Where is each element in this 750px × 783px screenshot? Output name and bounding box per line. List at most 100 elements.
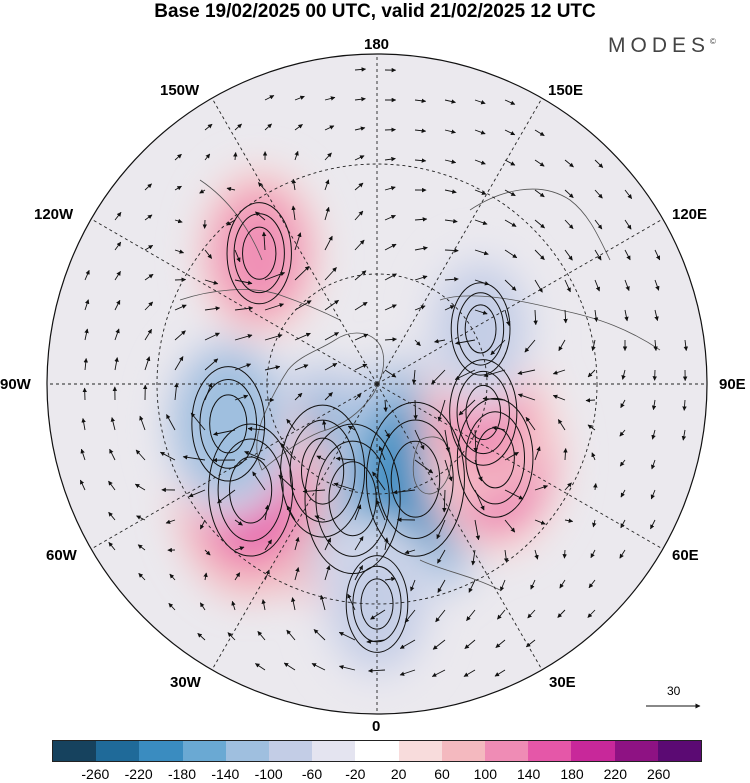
wind-vector — [347, 593, 356, 611]
wind-vector — [524, 339, 536, 353]
wind-vector — [490, 339, 506, 356]
wind-vector — [324, 537, 332, 551]
wind-vector — [384, 304, 397, 311]
wind-vector — [619, 459, 626, 467]
wind-vector — [434, 338, 446, 344]
colorbar-tick-label: 60 — [434, 766, 450, 782]
wind-vector — [473, 429, 478, 453]
wind-vector — [414, 158, 427, 163]
hudson-negative-shading — [183, 362, 273, 486]
wind-vector — [204, 382, 213, 401]
meridian-line — [90, 218, 378, 385]
wind-vector — [366, 639, 386, 644]
wind-vector — [444, 305, 455, 311]
wind-vector — [624, 309, 629, 322]
wind-vector — [213, 429, 236, 436]
wind-vector — [444, 218, 458, 224]
wind-vector — [182, 455, 206, 461]
wind-vector — [436, 519, 446, 540]
wind-vector — [431, 369, 446, 385]
wind-vector — [654, 249, 661, 261]
wind-vector — [354, 126, 366, 131]
wind-vector — [534, 519, 546, 525]
wind-vector — [324, 392, 333, 401]
wind-vector — [294, 567, 300, 581]
north-sea-negative-shading — [335, 546, 419, 662]
wind-vector — [437, 579, 446, 593]
wind-vector — [444, 276, 459, 282]
wind-vector — [264, 303, 285, 311]
wind-vector — [474, 519, 481, 541]
wind-vector — [454, 369, 476, 380]
wind-vector — [114, 299, 121, 311]
brand-logo: MODES© — [608, 34, 716, 58]
wind-vector — [234, 519, 243, 526]
wind-vector — [594, 279, 600, 292]
wind-vector — [593, 483, 598, 491]
east-asia-negative-contour — [457, 292, 505, 366]
wind-vector — [324, 152, 332, 161]
wind-vector — [354, 504, 362, 521]
colorbar-tick-label: -20 — [345, 766, 366, 782]
colorbar-tick-label: -60 — [301, 766, 323, 782]
lon-label-0: 0 — [372, 718, 381, 735]
wind-vector — [534, 484, 549, 491]
wind-vector — [624, 249, 631, 261]
wind-vector — [234, 363, 252, 371]
wind-vector — [474, 189, 487, 195]
wind-vector — [619, 429, 626, 437]
wind-vector — [504, 279, 517, 291]
wind-vector — [234, 249, 241, 263]
wind-vector — [294, 392, 303, 401]
wind-vector — [411, 369, 417, 385]
meridian-line — [376, 218, 664, 385]
meridian-line — [211, 383, 378, 671]
wind-vector — [587, 424, 596, 431]
wind-vector — [444, 459, 453, 482]
wind-vector — [384, 537, 389, 551]
wind-vector — [527, 609, 536, 619]
wind-vector — [294, 364, 309, 371]
wind-vector — [294, 332, 311, 341]
wind-vector — [302, 489, 326, 494]
colorbar-tick-label: 220 — [603, 766, 628, 782]
wind-vector — [233, 152, 238, 161]
colorbar-swatch — [614, 741, 658, 761]
wind-vector — [563, 448, 568, 461]
wind-vector — [378, 445, 386, 461]
wind-vector — [654, 279, 660, 291]
wind-vector — [234, 334, 253, 341]
wind-vector — [144, 356, 151, 371]
wind-vector — [227, 632, 236, 641]
wind-vector — [619, 549, 626, 559]
wind-vector — [563, 309, 568, 324]
wind-vector — [324, 179, 330, 191]
wind-vector — [354, 155, 365, 161]
wind-vector — [483, 369, 506, 378]
wind-vector — [474, 249, 489, 256]
wind-vector — [294, 536, 300, 551]
wind-vector — [594, 219, 603, 230]
colorbar-swatch — [355, 741, 399, 761]
wind-vector — [682, 399, 687, 411]
wind-vector — [199, 189, 206, 194]
wind-vector — [414, 246, 428, 251]
wind-vector — [588, 579, 596, 589]
colorbar-tick-label: -180 — [167, 766, 197, 782]
colorbar-tick-label: 260 — [646, 766, 671, 782]
wind-vector — [414, 128, 427, 133]
wind-vector — [165, 519, 176, 524]
lon-label-150e: 150E — [548, 82, 584, 99]
colorbar-swatch — [182, 741, 226, 761]
wind-vector — [384, 214, 396, 221]
wind-vector — [283, 662, 296, 671]
colorbar-swatch — [53, 741, 97, 761]
wind-vector — [291, 597, 296, 611]
wind-vector — [166, 414, 176, 431]
wind-vector — [517, 369, 536, 376]
wind-vector — [474, 279, 490, 286]
wind-vector — [404, 609, 416, 623]
colorbar-tick-label: -260 — [81, 766, 110, 782]
ural-positive-contour — [449, 359, 518, 466]
